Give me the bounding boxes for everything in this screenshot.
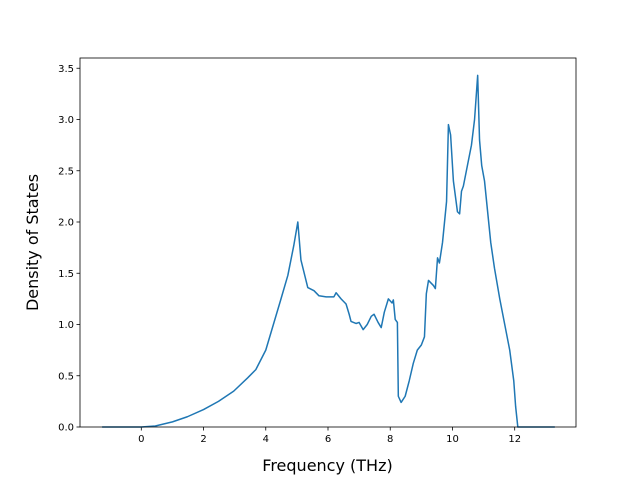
y-tick-label: 2.5 <box>58 166 74 177</box>
y-tick-label: 1.0 <box>58 320 74 331</box>
x-axis-label: Frequency (THz) <box>262 456 392 475</box>
x-tick-label: 10 <box>446 434 459 445</box>
y-tick-label: 0.0 <box>58 423 74 434</box>
x-tick-label: 2 <box>200 434 206 445</box>
y-tick-label: 3.5 <box>58 64 74 75</box>
y-tick-label: 0.5 <box>58 371 74 382</box>
x-tick-label: 12 <box>508 434 521 445</box>
x-tick-label: 4 <box>263 434 269 445</box>
y-axis-label: Density of States <box>23 174 42 311</box>
y-tick-label: 3.0 <box>58 115 74 126</box>
x-tick-label: 6 <box>325 434 331 445</box>
axes-frame <box>79 57 577 428</box>
y-tick-label: 1.5 <box>58 269 74 280</box>
line <box>102 74 555 428</box>
x-tick-label: 0 <box>138 434 144 445</box>
x-tick-label: 8 <box>387 434 393 445</box>
y-tick-label: 2.0 <box>58 218 74 229</box>
